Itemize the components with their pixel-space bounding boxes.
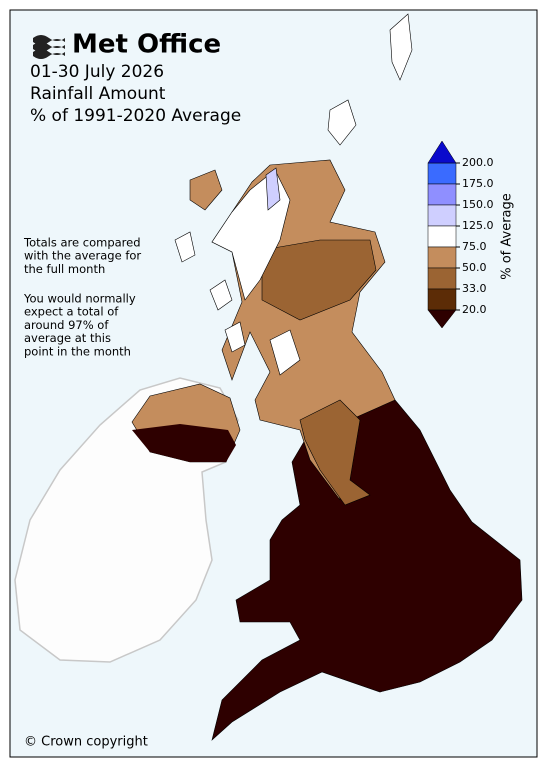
legend-tick-label: 75.0 [462, 240, 487, 253]
legend-tick-label: 20.0 [462, 303, 487, 316]
legend-extend-top [427, 140, 457, 164]
note-line: around 97% of [24, 318, 109, 332]
legend-tick-label: 33.0 [462, 282, 487, 295]
legend-bin [427, 162, 457, 185]
legend: 200.0 175.0 150.0 125.0 75.0 50.0 33.0 20.0 % of… [427, 140, 515, 329]
legend-bin [427, 288, 457, 311]
logo-text: Met Office [72, 30, 221, 60]
title-line: 01-30 July 2026 [30, 62, 164, 82]
legend-tick-label: 150.0 [462, 198, 494, 211]
legend-tick-label: 175.0 [462, 177, 494, 190]
note-line: average at this [24, 331, 111, 345]
legend-title: % of Average [500, 193, 515, 280]
legend-tick-label: 125.0 [462, 219, 494, 232]
note-line: the full month [24, 262, 105, 276]
legend-extend-bottom [427, 309, 457, 329]
legend-bin [427, 225, 457, 248]
note-line: with the average for [24, 249, 141, 263]
note-line: Totals are compared [23, 236, 141, 250]
note-line: expect a total of [24, 305, 119, 319]
legend-tick-label: 50.0 [462, 261, 487, 274]
great-britain [211, 159, 523, 741]
note-line: You would normally [23, 292, 136, 306]
islands [174, 13, 413, 353]
copyright: © Crown copyright [24, 735, 148, 750]
legend-bin [427, 204, 457, 227]
legend-bin [427, 183, 457, 206]
legend-tick-label: 200.0 [462, 156, 494, 169]
note-line: point in the month [24, 344, 131, 358]
logo-icon [33, 35, 65, 59]
title-line: % of 1991-2020 Average [30, 106, 241, 126]
title-line: Rainfall Amount [30, 84, 166, 104]
legend-bin [427, 246, 457, 269]
ireland [14, 377, 241, 663]
legend-bin [427, 267, 457, 290]
